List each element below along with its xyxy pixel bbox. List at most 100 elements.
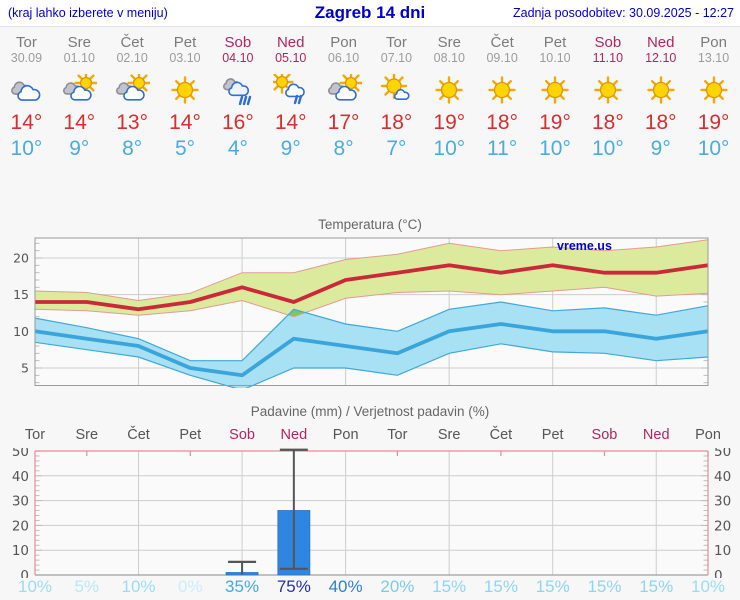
precip-day-label: Ned xyxy=(642,427,670,443)
low-temp: 9° xyxy=(280,137,301,160)
partly-cloudy-icon xyxy=(106,71,159,109)
partly-cloudy-icon xyxy=(53,71,106,109)
high-temp: 18° xyxy=(591,111,624,134)
svg-text:20: 20 xyxy=(714,518,731,534)
precip-probability-row: 10% 5% 10% 0% 35% 75% 40% 20% 15% 15% 15% 15% 15% 10% xyxy=(0,577,740,600)
low-temp: 4° xyxy=(227,137,248,160)
svg-text:40: 40 xyxy=(714,469,731,485)
sunny-icon xyxy=(159,71,212,109)
vreme-us-link[interactable]: vreme.us xyxy=(557,239,612,253)
low-temp: 9° xyxy=(650,137,671,160)
day-date: 03.10 xyxy=(169,51,201,65)
high-temp: 14° xyxy=(10,111,43,134)
precip-probability: 75% xyxy=(276,577,311,596)
day-name: Ned xyxy=(276,34,305,51)
day-date: 11.10 xyxy=(592,51,624,65)
temperature-chart-title: Temperatura (°C) xyxy=(318,217,422,232)
svg-text:20: 20 xyxy=(12,518,29,534)
day-name: Tor xyxy=(16,34,37,51)
forecast-strip: Tor 30.09 14° 10° Sre 01.10 14° 9° Čet 02.10 13° 8°… xyxy=(0,27,740,161)
sunny-icon xyxy=(529,71,582,109)
day-name: Sre xyxy=(67,34,91,51)
day-date: 08.10 xyxy=(433,51,465,65)
precip-probability: 15% xyxy=(535,577,570,596)
precip-day-label: Pet xyxy=(541,427,564,443)
day-name: Sob xyxy=(224,34,252,51)
day-name: Pet xyxy=(543,34,567,51)
svg-text:10: 10 xyxy=(12,543,29,559)
precip-probability: 20% xyxy=(380,577,415,596)
svg-text:50: 50 xyxy=(714,448,731,460)
precip-probability: 10% xyxy=(121,577,156,596)
header-bar: (kraj lahko izberete v meniju) Zagreb 14… xyxy=(0,0,740,27)
forecast-day-30.09: Tor 30.09 14° 10° xyxy=(0,27,53,161)
svg-text:0: 0 xyxy=(714,568,723,578)
mostly-sunny-icon xyxy=(370,71,423,109)
forecast-day-07.10: Tor 07.10 18° 7° xyxy=(370,27,423,161)
day-date: 09.10 xyxy=(486,51,518,65)
low-temp: 10° xyxy=(10,137,43,160)
forecast-day-01.10: Sre 01.10 14° 9° xyxy=(53,27,106,161)
low-temp: 10° xyxy=(433,137,466,160)
day-name: Sre xyxy=(437,34,461,51)
day-date: 13.10 xyxy=(697,51,730,65)
svg-text:30: 30 xyxy=(714,494,731,510)
temperature-chart: 5 10 15 20 xyxy=(13,237,709,388)
day-date: 04.10 xyxy=(222,51,254,65)
precip-day-label: Pet xyxy=(179,427,202,443)
forecast-day-03.10: Pet 03.10 14° 5° xyxy=(159,27,212,161)
cloudy-icon xyxy=(0,71,53,109)
high-temp: 18° xyxy=(380,111,413,134)
high-temp: 16° xyxy=(221,111,254,134)
day-name: Ned xyxy=(646,34,675,51)
svg-text:15: 15 xyxy=(13,287,29,302)
low-temp: 9° xyxy=(69,137,90,160)
precip-probability: 35% xyxy=(225,577,260,596)
svg-text:20: 20 xyxy=(13,251,29,266)
precip-probability: 10% xyxy=(17,577,53,596)
forecast-day-06.10: Pon 06.10 17° 8° xyxy=(317,27,370,161)
day-name: Pon xyxy=(330,34,357,51)
precip-day-labels-row: Tor Sre Čet Pet Sob Ned Pon Tor Sre Čet Pet Sob Ned P… xyxy=(0,427,740,447)
precip-probability: 15% xyxy=(483,577,518,596)
menu-hint-text: (kraj lahko izberete v meniju) xyxy=(8,6,168,20)
day-name: Tor xyxy=(386,34,407,51)
low-temp: 11° xyxy=(487,137,518,160)
day-date: 06.10 xyxy=(327,51,360,65)
sunny-icon xyxy=(581,71,634,109)
precip-probability: 5% xyxy=(74,577,100,596)
forecast-day-11.10: Sob 11.10 18° 10° xyxy=(581,27,634,161)
precip-day-label: Čet xyxy=(127,427,150,443)
precip-day-label: Sob xyxy=(229,427,255,443)
low-temp: 8° xyxy=(333,137,354,160)
day-date: 01.10 xyxy=(63,51,95,65)
precip-day-label: Sre xyxy=(75,427,99,443)
day-name: Pet xyxy=(173,34,197,51)
low-temp: 5° xyxy=(174,137,196,160)
page-title: Zagreb 14 dni xyxy=(314,3,426,22)
forecast-day-04.10: Sob 04.10 16° 4° xyxy=(211,27,264,161)
high-temp: 19° xyxy=(697,111,730,134)
forecast-day-09.10: Čet 09.10 18° 11° xyxy=(476,27,529,161)
precip-probability: 15% xyxy=(587,577,622,596)
day-date: 10.10 xyxy=(539,51,571,65)
day-name: Pon xyxy=(700,34,727,51)
partly-cloudy-icon xyxy=(317,71,370,109)
rain-icon xyxy=(211,71,264,109)
day-date: 12.10 xyxy=(645,51,677,65)
precipitation-chart: 0 0 10 10 20 20 30 30 40 40 50 50 xyxy=(12,448,731,578)
precip-day-label: Tor xyxy=(24,427,46,443)
high-temp: 18° xyxy=(486,111,519,134)
high-temp: 13° xyxy=(116,111,149,134)
svg-text:10: 10 xyxy=(714,543,731,559)
precip-day-label: Sob xyxy=(591,427,618,443)
precip-probability: 15% xyxy=(639,577,674,596)
svg-text:40: 40 xyxy=(12,469,29,485)
svg-text:0: 0 xyxy=(20,568,29,578)
low-temp: 7° xyxy=(386,137,407,160)
forecast-day-12.10: Ned 12.10 18° 9° xyxy=(634,27,687,161)
forecast-day-13.10: Pon 13.10 19° 10° xyxy=(687,27,740,161)
day-date: 07.10 xyxy=(380,51,413,65)
day-date: 05.10 xyxy=(275,51,307,65)
